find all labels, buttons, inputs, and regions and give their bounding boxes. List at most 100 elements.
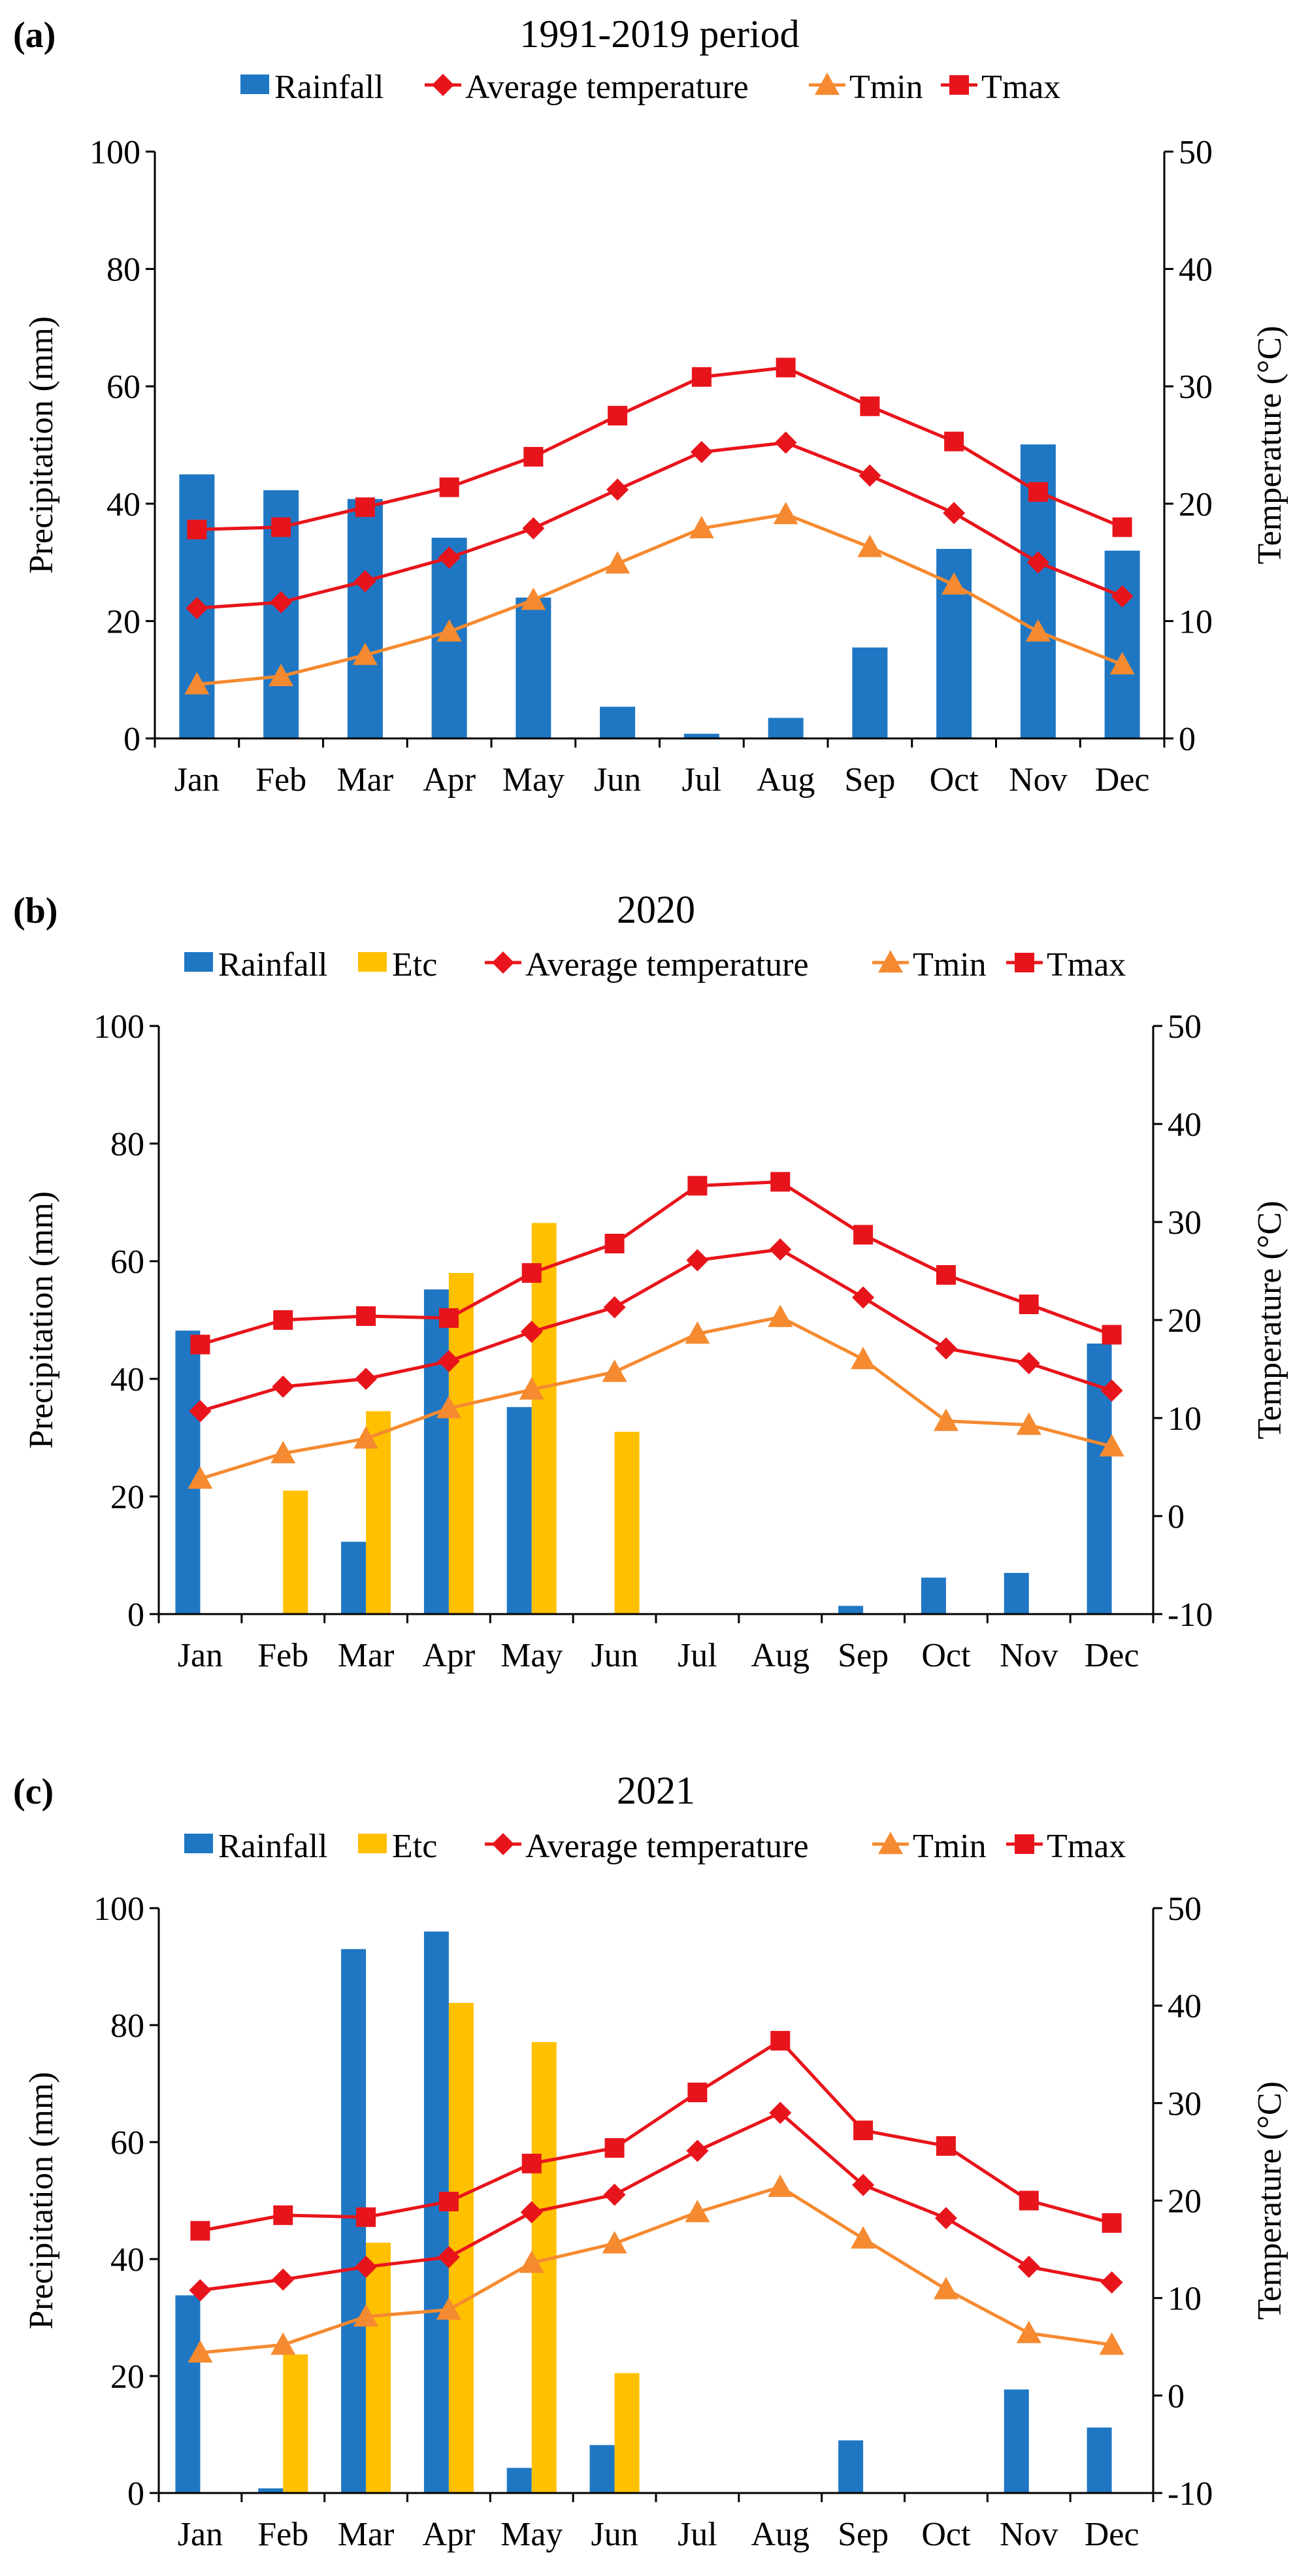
point xyxy=(859,464,881,487)
point xyxy=(519,1377,544,1400)
point xyxy=(769,1238,792,1261)
point xyxy=(1026,551,1049,574)
point xyxy=(936,1265,956,1285)
y2-tick-label: 50 xyxy=(1168,1891,1202,1928)
x-tick-label: Jan xyxy=(178,1637,223,1674)
point xyxy=(852,2173,875,2196)
point xyxy=(436,1396,461,1419)
panel-label: (c) xyxy=(13,1772,54,1812)
point xyxy=(523,446,544,467)
x-tick-label: Jul xyxy=(682,761,722,799)
point xyxy=(270,2332,296,2355)
point xyxy=(1025,619,1051,642)
y-axis-title: Precipitation (mm) xyxy=(23,1191,60,1449)
point xyxy=(520,1321,543,1343)
bar xyxy=(423,1931,449,2493)
x-tick-label: Oct xyxy=(921,1637,971,1674)
point xyxy=(273,1310,293,1330)
x-tick-label: Dec xyxy=(1095,761,1150,799)
point xyxy=(356,1306,376,1326)
point xyxy=(437,2246,460,2269)
point xyxy=(1028,482,1048,502)
chart-title: 2020 xyxy=(617,888,695,931)
axes: 0 20 40 60 80 100 -10 0 10 20 30 40 50 Jan Feb Mar Apr Ma… xyxy=(93,1891,1213,2553)
series-line xyxy=(199,1315,1113,1481)
line-series xyxy=(190,1172,1122,1355)
legend-marker xyxy=(815,73,840,95)
point xyxy=(1016,2320,1041,2343)
bar xyxy=(600,706,636,738)
point xyxy=(353,2304,379,2327)
legend-label: Average temperature xyxy=(465,69,749,106)
legend-marker xyxy=(949,75,969,95)
point xyxy=(603,1296,626,1319)
bar xyxy=(448,1273,474,1614)
point xyxy=(188,1466,213,1489)
legend-item: Rainfall xyxy=(240,69,384,106)
y2-tick-label: 0 xyxy=(1179,721,1196,758)
x-tick-label: Apr xyxy=(422,1637,475,1674)
x-tick-label: May xyxy=(500,1637,563,1674)
bar xyxy=(283,1491,308,1614)
legend-label: Etc xyxy=(392,1828,437,1865)
legend-label: Etc xyxy=(392,946,437,983)
bar-series xyxy=(283,2002,640,2493)
point xyxy=(770,2030,791,2051)
point xyxy=(768,1304,793,1327)
x-tick-label: Jan xyxy=(174,761,220,799)
point xyxy=(1099,1434,1124,1457)
y-tick-label: 60 xyxy=(110,2124,144,2162)
point xyxy=(1111,585,1134,608)
point xyxy=(269,663,294,687)
bar xyxy=(366,2242,391,2493)
point xyxy=(942,572,967,595)
bar xyxy=(175,1330,201,1614)
point xyxy=(608,406,628,426)
legend-marker xyxy=(1015,1834,1034,1854)
y-tick-label: 20 xyxy=(110,1479,144,1516)
point xyxy=(190,1334,210,1355)
y2-tick-label: 30 xyxy=(1168,2085,1202,2122)
bar xyxy=(506,2468,532,2493)
point xyxy=(436,2297,461,2320)
chart-title: 1991-2019 period xyxy=(519,12,799,56)
x-tick-label: Jan xyxy=(178,2516,223,2553)
legend-label: Tmin xyxy=(913,1828,987,1865)
point xyxy=(187,520,207,540)
legend-item: Rainfall xyxy=(184,1828,328,1865)
bar xyxy=(516,597,551,738)
x-tick-label: Apr xyxy=(423,761,476,799)
point xyxy=(353,570,376,593)
panel-label: (a) xyxy=(13,15,56,56)
chart-panel-a: (a) 1991-2019 period Rainfall Average tempe… xyxy=(13,12,1288,799)
series-line xyxy=(197,512,1123,686)
point xyxy=(272,1376,295,1398)
point xyxy=(943,502,966,525)
legend-label: Tmin xyxy=(913,946,987,983)
axes: 0 20 40 60 80 100 -10 0 10 20 30 40 50 Jan Feb Mar Apr Ma… xyxy=(93,1008,1213,1674)
y-tick-label: 80 xyxy=(106,252,140,289)
point xyxy=(439,477,459,497)
legend-item: Tmax xyxy=(1006,946,1126,983)
point xyxy=(1099,2332,1124,2355)
y2-tick-label: 20 xyxy=(1168,2183,1202,2221)
point xyxy=(774,431,797,454)
point xyxy=(355,1368,378,1390)
x-tick-label: Apr xyxy=(422,2516,475,2553)
y2-tick-label: -10 xyxy=(1168,1596,1213,1634)
point xyxy=(271,517,291,537)
legend-marker xyxy=(492,1833,514,1855)
y2-tick-label: 40 xyxy=(1168,1106,1202,1144)
point xyxy=(188,2340,213,2363)
y2-tick-label: 0 xyxy=(1168,1498,1185,1536)
bar xyxy=(589,2445,615,2493)
point xyxy=(1112,517,1132,537)
legend-swatch xyxy=(240,74,269,94)
point xyxy=(933,2277,958,2300)
point xyxy=(685,1321,710,1344)
point xyxy=(604,2138,625,2158)
chart-panel-c: (c) 2021 Rainfall Etc Average temperature Tmi… xyxy=(13,1769,1288,2553)
point xyxy=(1019,1295,1039,1314)
y-tick-label: 100 xyxy=(93,1891,144,1928)
y-tick-label: 60 xyxy=(106,369,140,406)
